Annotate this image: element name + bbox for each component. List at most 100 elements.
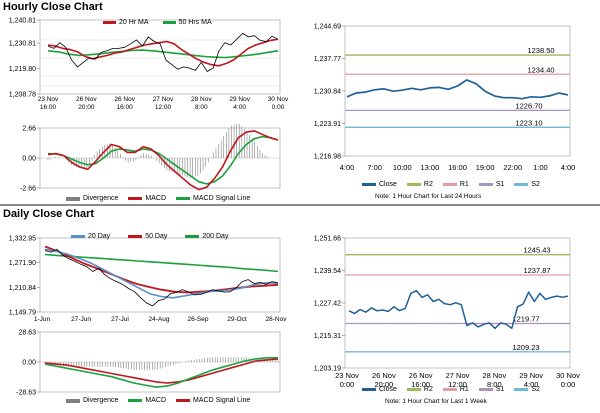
x-tick-label: 23 Nov xyxy=(38,96,59,103)
x-tick-label: 24-Aug xyxy=(149,316,170,323)
x-tick-label: 29-Oct xyxy=(227,316,247,323)
legend-label-s1: S1 xyxy=(495,181,505,188)
price-line xyxy=(47,32,279,72)
daily-price-chart: 1,332.95 1,271.90 1,210.84 1,149.791-Jun 27-… xyxy=(9,236,287,324)
x-tick-label: 26 Nov xyxy=(76,96,97,103)
macd-line xyxy=(47,130,279,191)
x-tick-label: 29 Nov xyxy=(519,371,543,380)
legend-label-signal: MACD Signal Line xyxy=(193,397,251,404)
legend-swatch-macd xyxy=(128,197,143,200)
x-tick-label: 26 Nov xyxy=(114,96,135,103)
legend-swatch-200day xyxy=(185,235,200,238)
legend-label-200day: 200 Day xyxy=(202,233,229,240)
macd-y-tick-label: 2.66 xyxy=(22,126,36,133)
ma-200day-line xyxy=(44,253,279,273)
s1-level-label: 1219.77 xyxy=(512,315,539,324)
x-tick-label: 27-Jun xyxy=(71,316,91,323)
legend-swatch-close xyxy=(362,183,376,186)
hourly-macd-legend: Divergence MACD MACD Signal Line xyxy=(66,195,250,202)
week-y-tick-label: 1,239.54 xyxy=(314,268,341,275)
x-tick-label: 0:00 xyxy=(340,380,355,389)
legend-swatch-divergence xyxy=(66,398,80,403)
legend-swatch-macd xyxy=(128,399,143,402)
s2-level-label: 1209.23 xyxy=(512,343,539,352)
x-tick-label: 27-Jul xyxy=(111,316,129,323)
s1-level-label: 1226.70 xyxy=(515,101,542,110)
price-line xyxy=(44,248,279,307)
x-tick-label: 23 Nov xyxy=(335,371,359,380)
price-y-tick-label: 1,208.78 xyxy=(9,92,36,99)
intraday-y-tick-label: 1,244.69 xyxy=(314,24,341,31)
daily-price-plot-frame xyxy=(39,237,281,313)
x-tick-label: 10:00 xyxy=(393,163,412,172)
x-tick-label: 16:00 xyxy=(448,163,467,172)
macd-line xyxy=(44,356,278,388)
legend-swatch-50day xyxy=(128,235,143,238)
hourly-intraday-note: Note: 1 Hour Chart for Last 24 Hours xyxy=(375,193,482,200)
legend-label-s2: S2 xyxy=(531,181,540,188)
x-tick-label: 19:00 xyxy=(476,163,495,172)
legend-swatch-signal xyxy=(176,399,191,402)
x-tick-label: 0:00 xyxy=(272,104,285,111)
x-tick-label: 4:00 xyxy=(561,163,576,172)
x-tick-label: 28 Nov xyxy=(191,96,212,103)
hourly-section-title: Hourly Close Chart xyxy=(3,1,103,13)
legend-swatch-20day xyxy=(71,235,85,238)
x-tick-label: 26 Nov xyxy=(409,371,433,380)
r2-level-label: 1245.43 xyxy=(523,246,550,255)
legend-swatch-divergence xyxy=(66,196,80,201)
x-tick-label: 26 Nov xyxy=(372,371,396,380)
week-y-tick-label: 1,215.31 xyxy=(314,333,341,340)
legend-swatch-r1 xyxy=(442,183,457,186)
x-tick-label: 27 Nov xyxy=(153,96,174,103)
x-tick-label: 4:00 xyxy=(524,380,539,389)
s2-level-label: 1223.10 xyxy=(515,118,542,127)
x-tick-label: 20:00 xyxy=(374,380,393,389)
macd-y-tick-label: -28.63 xyxy=(16,390,36,397)
x-tick-label: 4:00 xyxy=(233,104,246,111)
x-tick-label: 4:00 xyxy=(340,163,355,172)
legend-swatch-s1 xyxy=(478,183,493,186)
macd-signal-line xyxy=(44,358,279,384)
intraday-y-tick-label: 1,223.91 xyxy=(314,121,341,128)
price-y-tick-label: 1,332.95 xyxy=(9,236,36,243)
x-tick-label: 28 Nov xyxy=(482,371,506,380)
x-tick-label: 20:00 xyxy=(78,104,95,111)
legend-swatch-s2 xyxy=(514,183,529,186)
x-tick-label: 1-Jun xyxy=(34,316,51,323)
x-tick-label: 12:00 xyxy=(448,380,467,389)
daily-macd-chart: 28.63 0.00 -28.63 xyxy=(16,330,281,397)
section-divider xyxy=(0,204,600,206)
legend-label-close: Close xyxy=(379,181,397,188)
r1-level-label: 1237.87 xyxy=(523,266,550,275)
x-tick-label: 30 Nov xyxy=(268,96,289,103)
x-tick-label: 0:00 xyxy=(561,380,576,389)
macd-y-tick-label: -2.66 xyxy=(20,186,36,193)
legend-swatch-s1 xyxy=(478,388,493,391)
legend-label-macd: MACD xyxy=(145,195,167,202)
legend-label-50day: 50 Day xyxy=(145,233,168,240)
daily-week-legend: Close R2 R1 S1 S2 xyxy=(362,386,540,393)
week-y-tick-label: 1,227.42 xyxy=(314,301,341,308)
hourly-price-plot-frame xyxy=(39,19,281,95)
hourly-intraday-chart: 1,244.69 1,237.77 1,230.84 1,223.91 1,216.98… xyxy=(314,24,576,173)
x-tick-label: 1:00 xyxy=(533,163,548,172)
close-line xyxy=(346,79,569,100)
legend-label-50hr: 50 Hrs MA xyxy=(178,19,212,26)
legend-label-divergence: Divergence xyxy=(83,397,119,404)
x-tick-label: 27 Nov xyxy=(446,371,470,380)
r2-level-label: 1238.50 xyxy=(527,46,554,55)
x-tick-label: 16:00 xyxy=(411,380,430,389)
legend-label-s2: S2 xyxy=(531,386,540,393)
x-tick-label: 30 Nov xyxy=(556,371,580,380)
legend-swatch-r1 xyxy=(442,388,457,391)
legend-swatch-20hr xyxy=(103,21,116,24)
x-tick-label: 8:00 xyxy=(487,380,502,389)
x-tick-label: 28-Nov xyxy=(266,316,288,323)
hourly-price-legend: 20 Hr MA 50 Hrs MA xyxy=(103,19,212,26)
intraday-y-tick-label: 1,216.98 xyxy=(314,154,341,161)
daily-week-chart: 1,251.66 1,239.54 1,227.42 1,215.31 1,203.19… xyxy=(314,236,580,390)
daily-macd-legend: Divergence MACD MACD Signal Line xyxy=(66,397,250,404)
r1-level-label: 1234.40 xyxy=(527,65,554,74)
intraday-y-tick-label: 1,230.84 xyxy=(314,88,341,95)
